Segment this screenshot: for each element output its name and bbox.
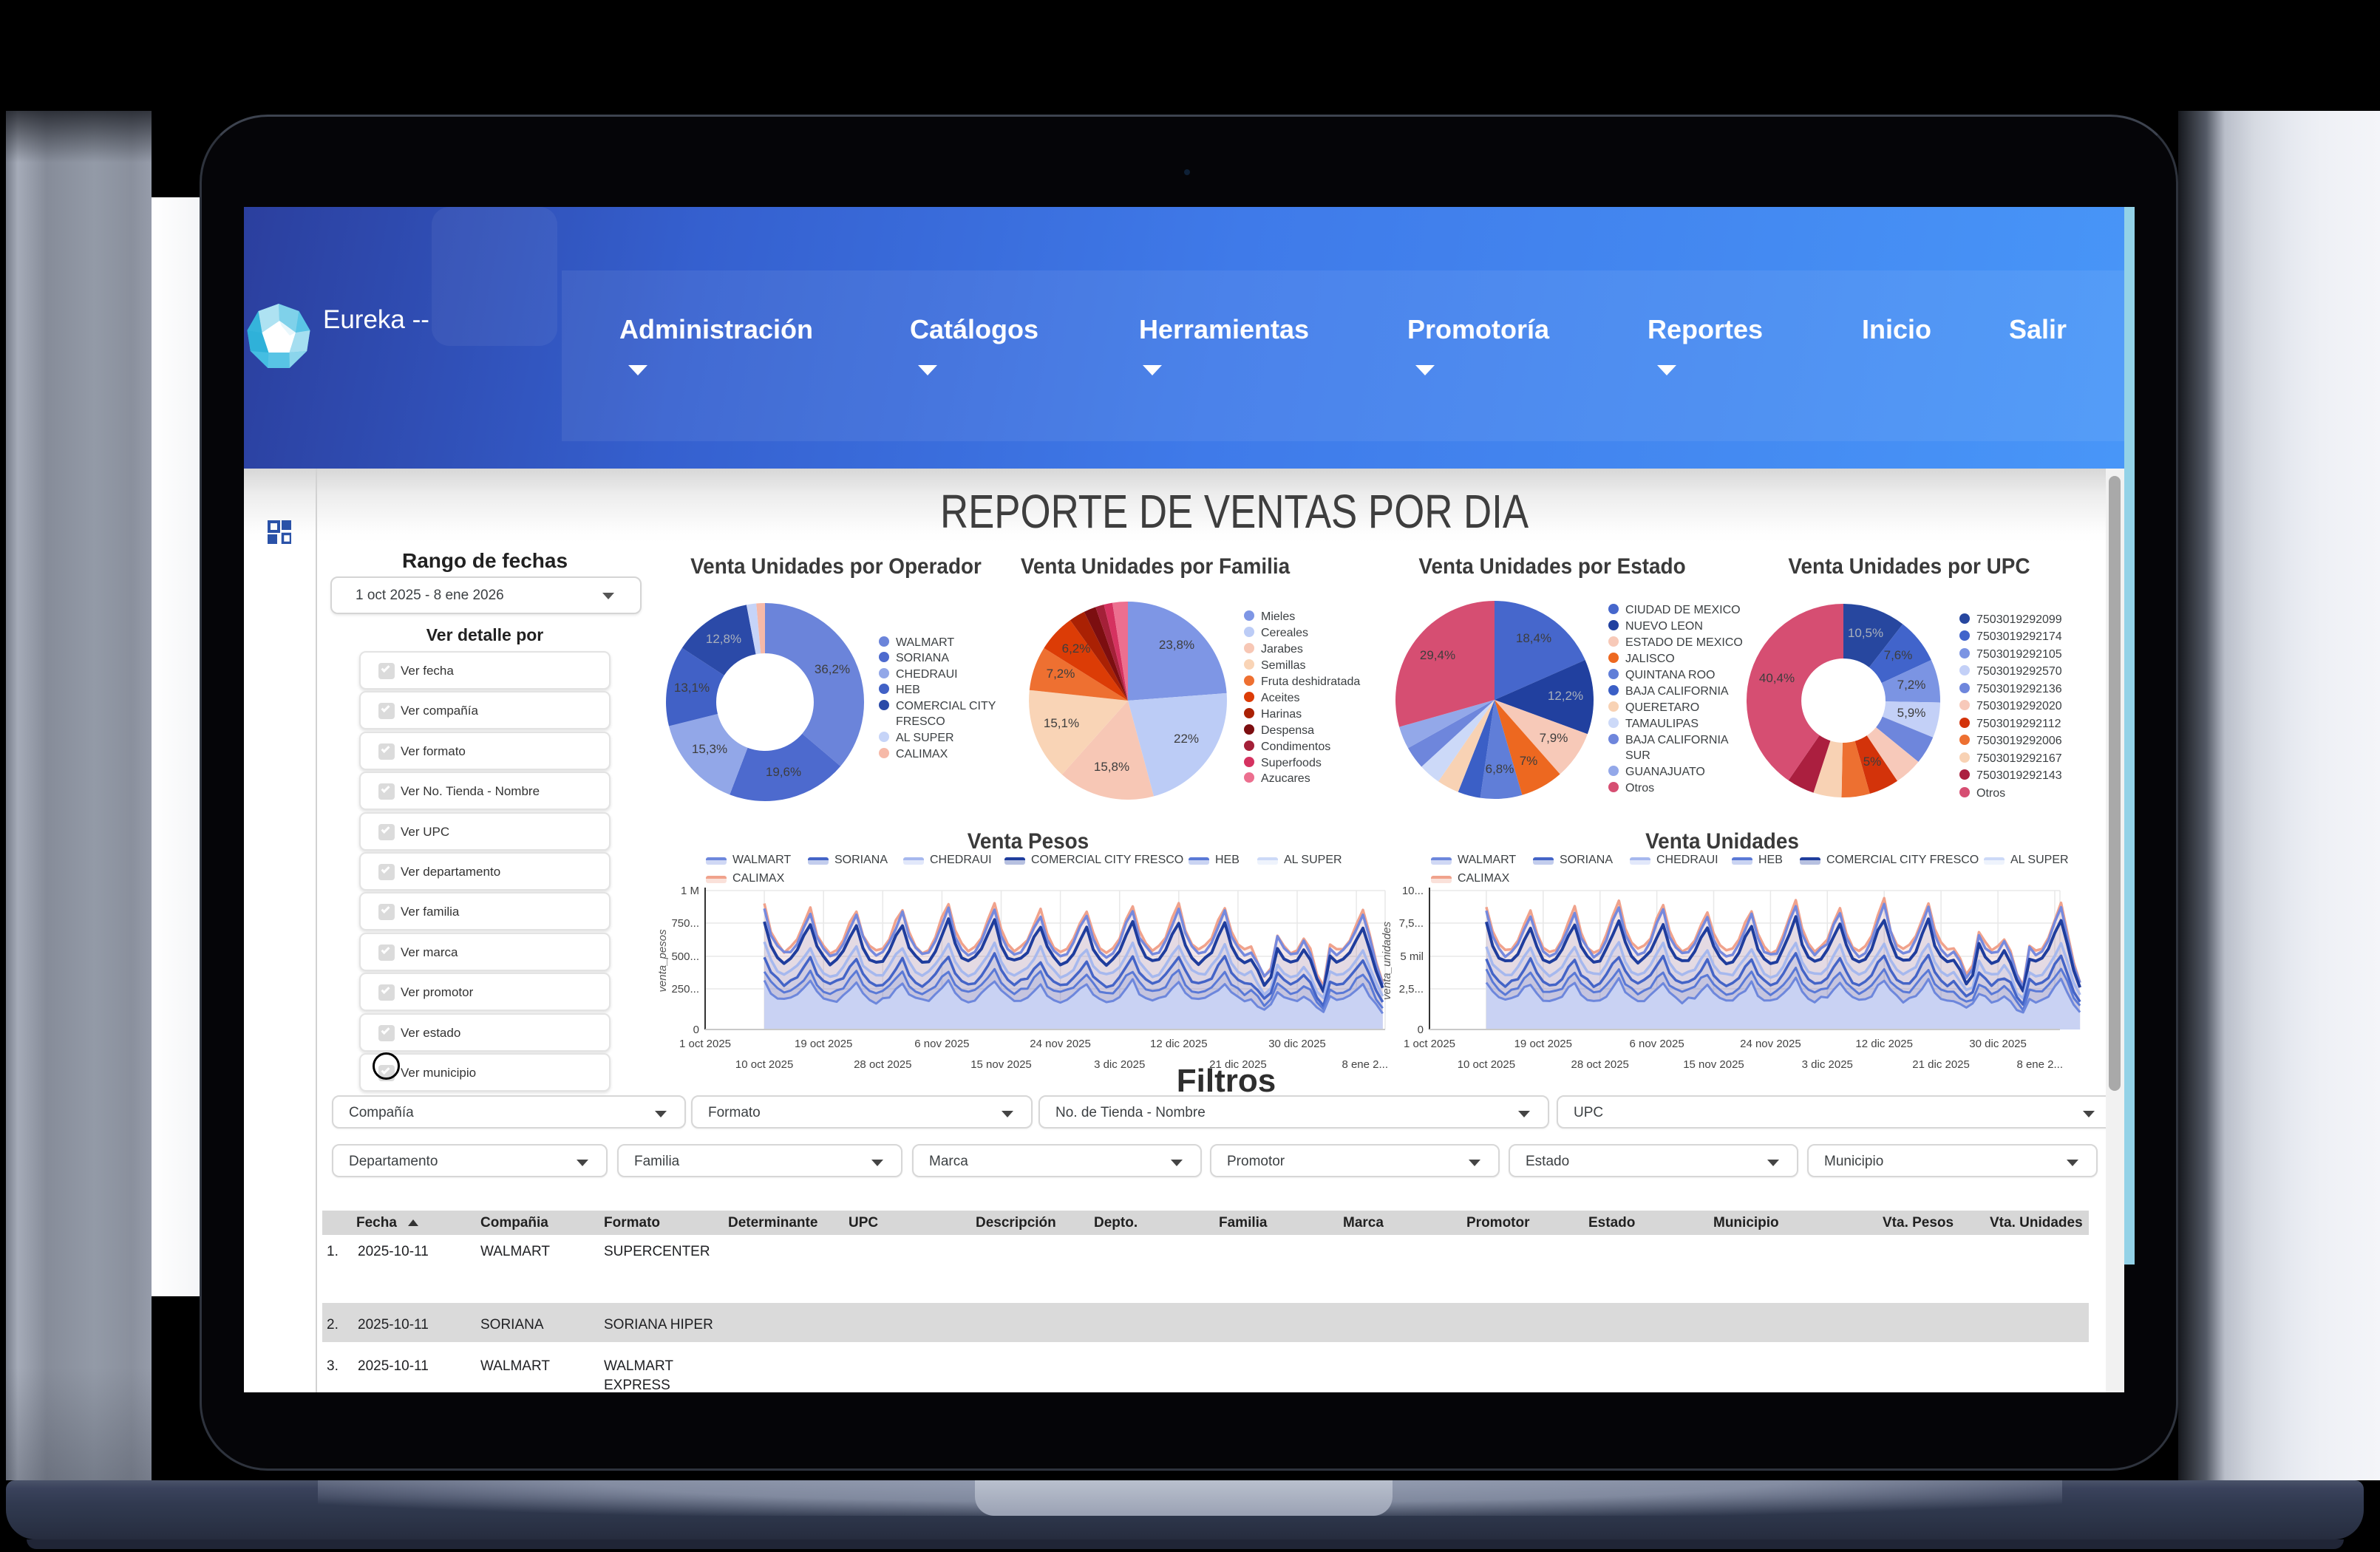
svg-text:1 oct 2025: 1 oct 2025: [679, 1038, 731, 1050]
svg-text:10 oct 2025: 10 oct 2025: [1458, 1058, 1515, 1071]
svg-text:500...: 500...: [671, 950, 699, 963]
svg-text:24 nov 2025: 24 nov 2025: [1740, 1038, 1801, 1050]
svg-text:750...: 750...: [671, 917, 699, 930]
svg-text:250...: 250...: [671, 983, 699, 995]
svg-text:3 dic 2025: 3 dic 2025: [1802, 1058, 1853, 1071]
svg-text:8 ene 2...: 8 ene 2...: [1342, 1058, 1388, 1071]
svg-text:21 dic 2025: 21 dic 2025: [1209, 1058, 1267, 1071]
svg-text:3 dic 2025: 3 dic 2025: [1094, 1058, 1145, 1071]
svg-text:10 oct 2025: 10 oct 2025: [735, 1058, 793, 1071]
svg-text:7,5...: 7,5...: [1399, 917, 1424, 930]
svg-text:0: 0: [693, 1024, 699, 1036]
svg-text:2,5...: 2,5...: [1399, 983, 1424, 995]
svg-text:5 mil: 5 mil: [1400, 950, 1424, 963]
svg-text:1 oct 2025: 1 oct 2025: [1404, 1038, 1455, 1050]
svg-text:28 oct 2025: 28 oct 2025: [854, 1058, 911, 1071]
svg-text:12 dic 2025: 12 dic 2025: [1150, 1038, 1208, 1050]
svg-text:6 nov 2025: 6 nov 2025: [1629, 1038, 1684, 1050]
svg-text:24 nov 2025: 24 nov 2025: [1030, 1038, 1091, 1050]
svg-text:19 oct 2025: 19 oct 2025: [1514, 1038, 1572, 1050]
svg-text:venta_pesos: venta_pesos: [656, 929, 669, 993]
svg-text:0: 0: [1418, 1024, 1424, 1036]
svg-text:30 dic 2025: 30 dic 2025: [1969, 1038, 2027, 1050]
svg-text:15 nov 2025: 15 nov 2025: [970, 1058, 1032, 1071]
svg-text:8 ene 2...: 8 ene 2...: [2016, 1058, 2063, 1071]
svg-text:15 nov 2025: 15 nov 2025: [1683, 1058, 1744, 1071]
svg-text:21 dic 2025: 21 dic 2025: [1912, 1058, 1970, 1071]
svg-text:venta_unidades: venta_unidades: [1381, 922, 1393, 1000]
svg-text:19 oct 2025: 19 oct 2025: [795, 1038, 852, 1050]
svg-text:10...: 10...: [1402, 885, 1424, 897]
svg-text:12 dic 2025: 12 dic 2025: [1855, 1038, 1913, 1050]
svg-text:1 M: 1 M: [681, 885, 699, 897]
svg-text:28 oct 2025: 28 oct 2025: [1571, 1058, 1628, 1071]
svg-text:6 nov 2025: 6 nov 2025: [914, 1038, 969, 1050]
svg-text:30 dic 2025: 30 dic 2025: [1268, 1038, 1326, 1050]
